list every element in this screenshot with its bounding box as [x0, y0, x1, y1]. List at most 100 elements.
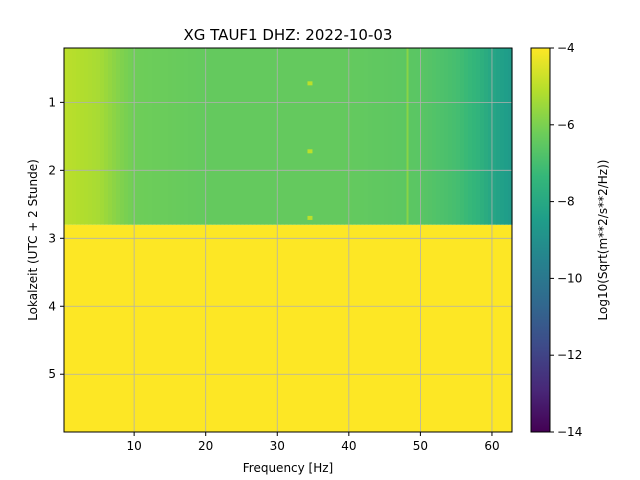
- heatmap-column: [388, 48, 393, 225]
- heatmap-columns: [64, 48, 513, 225]
- heatmap-column: [280, 48, 285, 225]
- heatmap-column: [184, 48, 189, 225]
- heatmap-column: [240, 48, 245, 225]
- no-data-fill-region: [64, 224, 512, 432]
- colorbar-tick-label: −12: [557, 348, 582, 362]
- heatmap-column: [348, 48, 353, 225]
- colorbar-tick-label: −8: [557, 195, 575, 209]
- x-axis: 10 20 30 40 50 60: [126, 432, 500, 453]
- heatmap-column: [484, 48, 489, 225]
- heatmap-column: [468, 48, 473, 225]
- heatmap-column: [160, 48, 165, 225]
- heatmap-column: [400, 48, 405, 225]
- heatmap-column: [300, 48, 305, 225]
- heatmap-column: [112, 48, 117, 225]
- heatmap-plot-area: [63, 47, 513, 433]
- heatmap-column: [244, 48, 249, 225]
- heatmap-column: [64, 48, 69, 225]
- heatmap-column: [152, 48, 157, 225]
- heatmap-column: [156, 48, 161, 225]
- heatmap-column: [444, 48, 449, 225]
- transient-spot: [307, 215, 313, 220]
- heatmap-column: [368, 48, 373, 225]
- heatmap-column: [272, 48, 277, 225]
- heatmap-column: [180, 48, 185, 225]
- heatmap-column: [320, 48, 325, 225]
- y-tick-label: 1: [48, 95, 56, 109]
- spectral-line-mark: [406, 48, 409, 225]
- plot-frame: [63, 47, 513, 433]
- heatmap-column: [224, 48, 229, 225]
- heatmap-column: [68, 48, 73, 225]
- heatmap-column: [248, 48, 253, 225]
- heatmap-column: [356, 48, 361, 225]
- heatmap-column: [488, 48, 493, 225]
- heatmap-column: [492, 48, 497, 225]
- heatmap-column: [316, 48, 321, 225]
- heatmap-column: [496, 48, 501, 225]
- heatmap-column: [124, 48, 129, 225]
- heatmap-column: [424, 48, 429, 225]
- heatmap-column: [384, 48, 389, 225]
- heatmap-column: [232, 48, 237, 225]
- heatmap-column: [236, 48, 241, 225]
- heatmap-column: [288, 48, 293, 225]
- heatmap-column: [408, 48, 413, 225]
- heatmap-column: [412, 48, 417, 225]
- heatmap-column: [216, 48, 221, 225]
- heatmap-column: [284, 48, 289, 225]
- x-tick-label: 20: [198, 439, 213, 453]
- heatmap-column: [436, 48, 441, 225]
- heatmap-column: [432, 48, 437, 225]
- heatmap-column: [480, 48, 485, 225]
- x-tick-label: 10: [126, 439, 141, 453]
- heatmap-column: [448, 48, 453, 225]
- heatmap-column: [120, 48, 125, 225]
- colorbar-tick-label: −6: [557, 118, 575, 132]
- heatmap-column: [96, 48, 101, 225]
- heatmap-column: [476, 48, 481, 225]
- heatmap-column: [332, 48, 337, 225]
- transient-spot: [307, 81, 313, 86]
- heatmap-column: [472, 48, 477, 225]
- x-axis-label: Frequency [Hz]: [243, 461, 334, 475]
- heatmap-column: [276, 48, 281, 225]
- heatmap-column: [312, 48, 317, 225]
- heatmap-column: [404, 48, 409, 225]
- heatmap-column: [376, 48, 381, 225]
- y-tick-label: 5: [48, 367, 56, 381]
- heatmap-column: [296, 48, 301, 225]
- y-tick-label: 3: [48, 231, 56, 245]
- heatmap-column: [200, 48, 205, 225]
- chart-title: XG TAUF1 DHZ: 2022-10-03: [184, 26, 393, 44]
- x-tick-label: 30: [270, 439, 285, 453]
- colorbar-tick-label: −14: [557, 425, 582, 439]
- heatmap-column: [324, 48, 329, 225]
- y-tick-label: 2: [48, 163, 56, 177]
- heatmap-column: [508, 48, 513, 225]
- heatmap-column: [188, 48, 193, 225]
- transient-spots: [307, 81, 313, 220]
- heatmap-column: [192, 48, 197, 225]
- heatmap-column: [92, 48, 97, 225]
- heatmap-column: [352, 48, 357, 225]
- colorbar-label: Log10(Sqrt(m**2/s**2/Hz)): [596, 160, 610, 321]
- transient-spot: [307, 149, 313, 154]
- heatmap-column: [204, 48, 209, 225]
- heatmap-column: [416, 48, 421, 225]
- heatmap-column: [344, 48, 349, 225]
- colorbar-tick-label: −10: [557, 271, 582, 285]
- colorbar-ticks: −4 −6 −8 −10 −12 −14: [550, 41, 582, 439]
- heatmap-column: [392, 48, 397, 225]
- heatmap-column: [256, 48, 261, 225]
- heatmap-column: [252, 48, 257, 225]
- heatmap-column: [148, 48, 153, 225]
- heatmap-column: [108, 48, 113, 225]
- heatmap-column: [168, 48, 173, 225]
- heatmap-column: [504, 48, 509, 225]
- heatmap-column: [128, 48, 133, 225]
- heatmap-column: [336, 48, 341, 225]
- heatmap-column: [340, 48, 345, 225]
- grid-lines: [64, 48, 512, 432]
